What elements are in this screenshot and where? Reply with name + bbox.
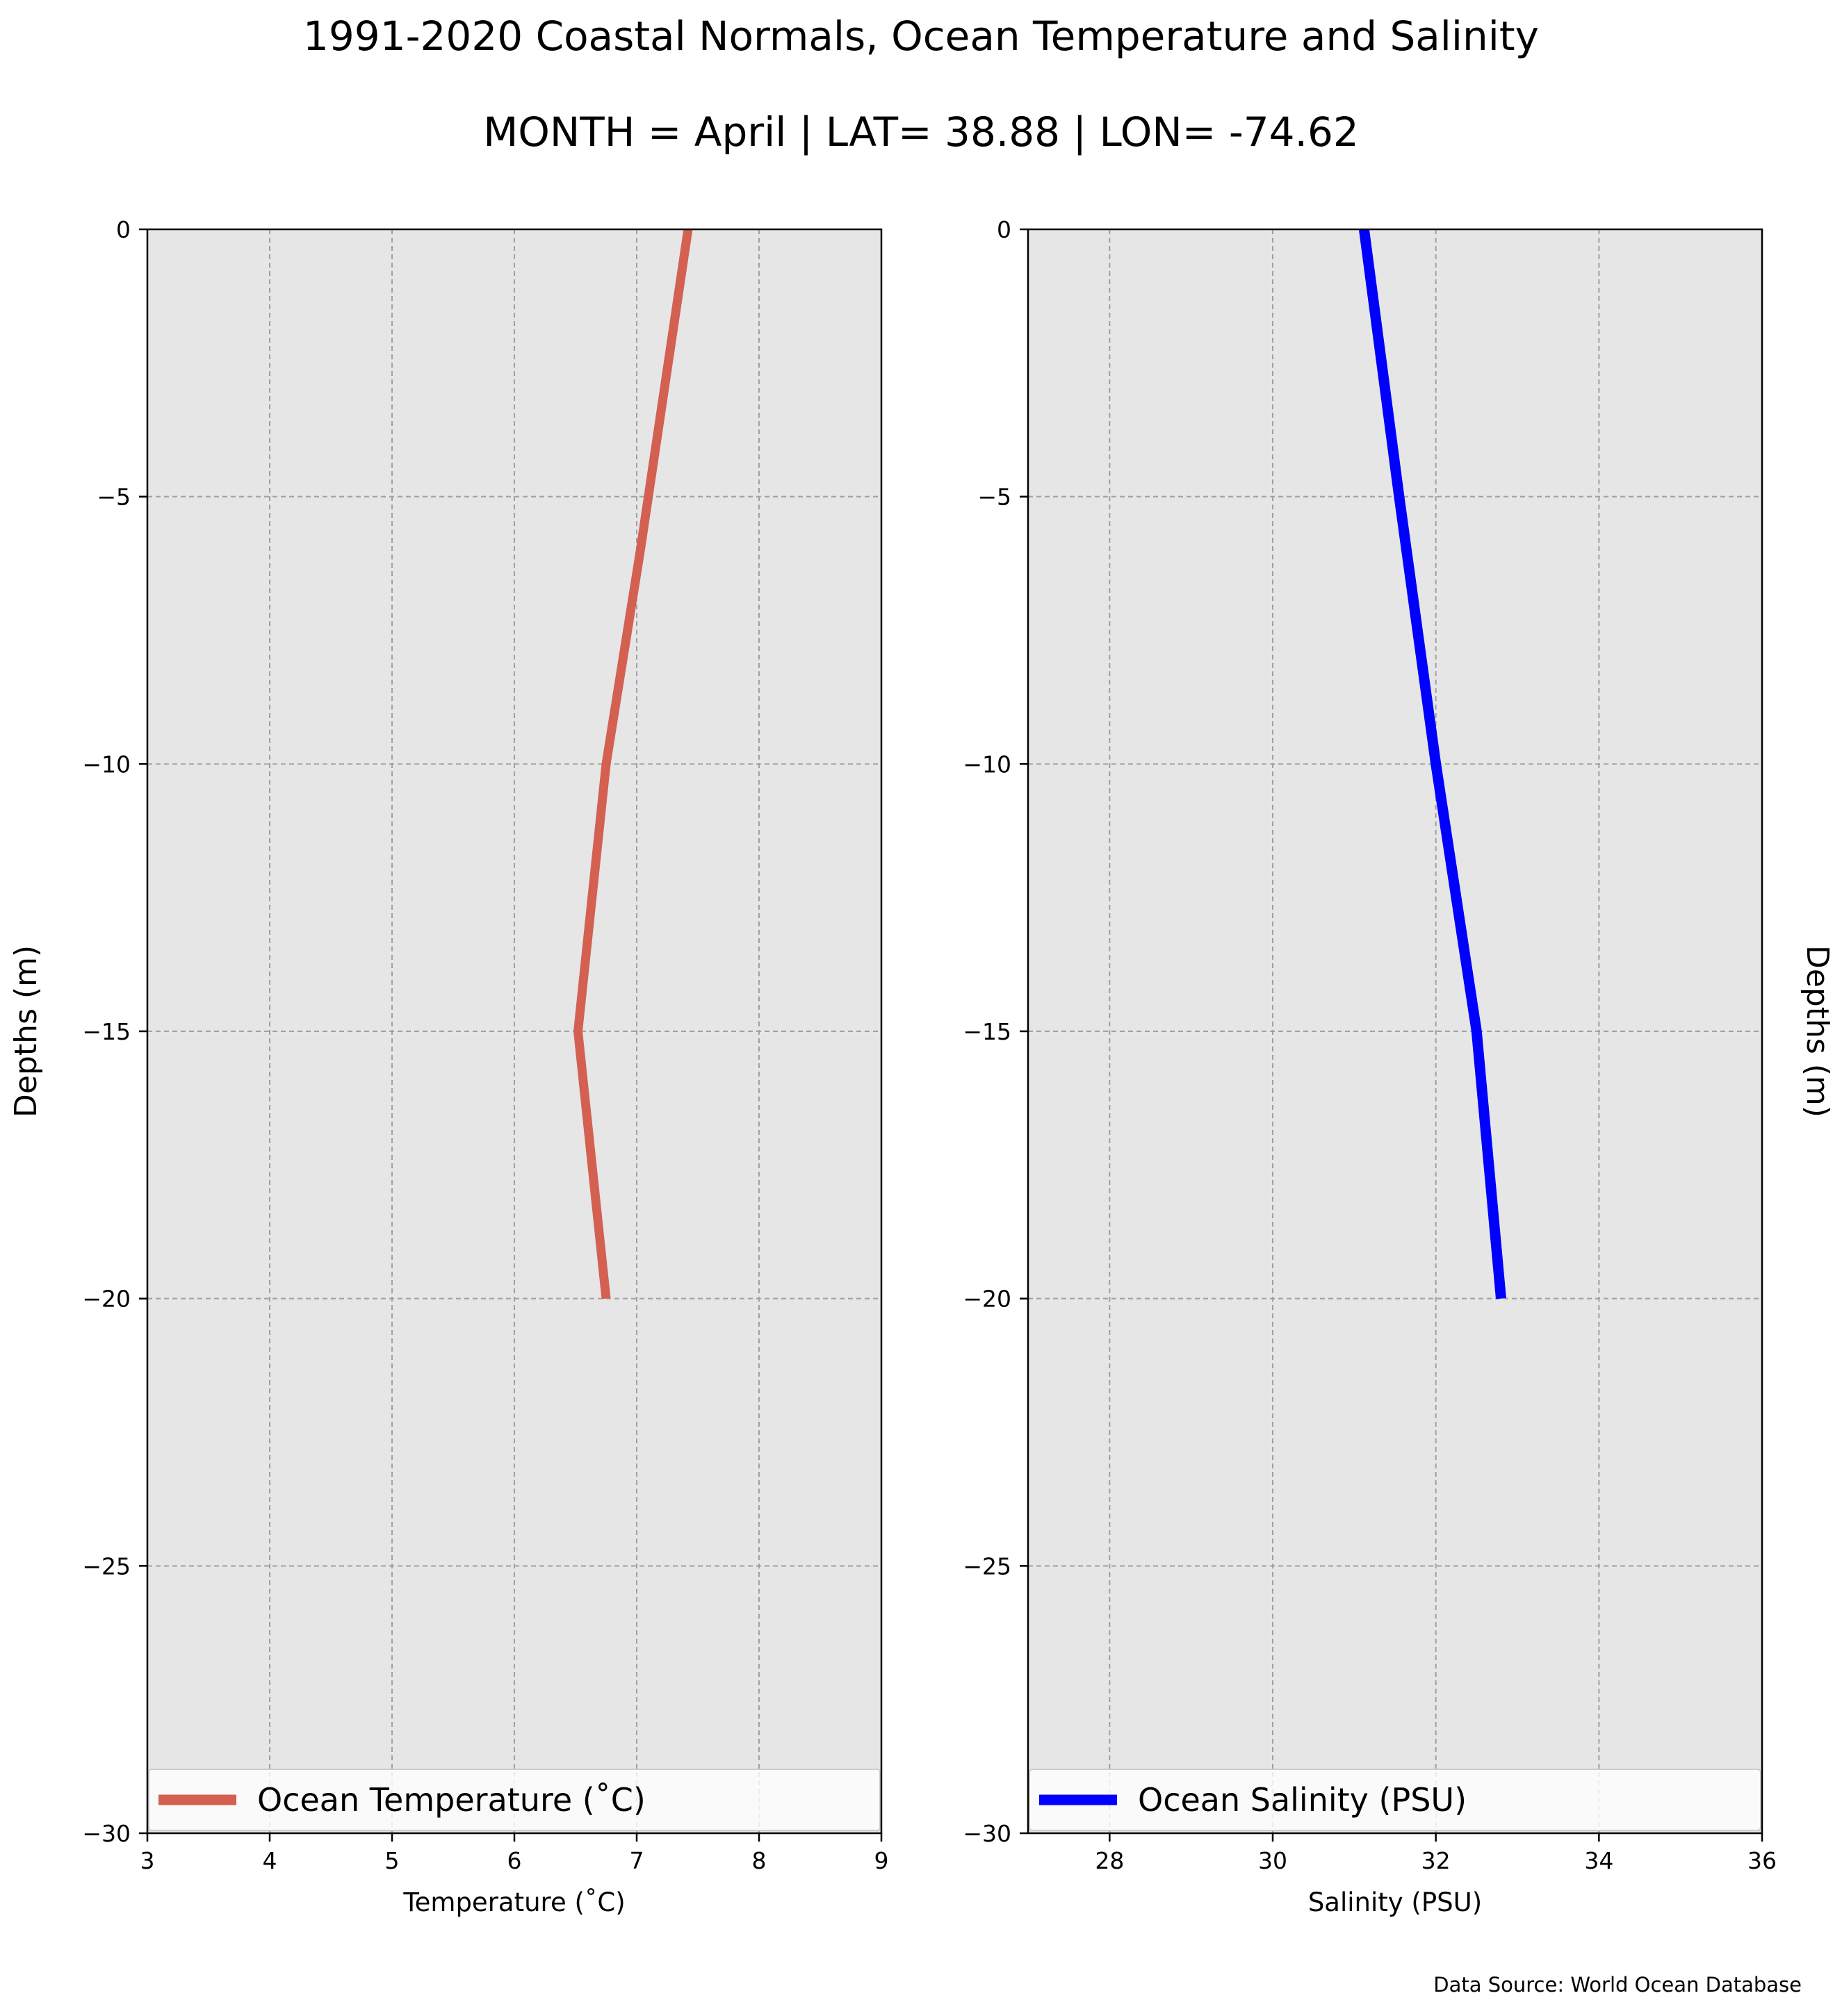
salinity-y-tick-label: −25 [963, 1552, 1011, 1580]
temperature-x-tick-label: 5 [385, 1847, 400, 1874]
temperature-legend: Ocean Temperature (˚C) [148, 1769, 881, 1831]
temperature-legend-label: Ocean Temperature (˚C) [257, 1781, 646, 1819]
salinity-x-axis-label: Salinity (PSU) [1308, 1887, 1482, 1917]
salinity-y-axis-label: Depths (m) [1800, 945, 1835, 1117]
temperature-x-axis-label: Temperature (˚C) [402, 1887, 625, 1917]
salinity-x-tick-label: 34 [1584, 1847, 1613, 1874]
salinity-y-tick-label: −5 [977, 484, 1011, 511]
temperature-x-tick-label: 7 [630, 1847, 644, 1874]
temperature-series-line [573, 229, 693, 1300]
salinity-x-tick-label: 28 [1095, 1847, 1124, 1874]
temperature-y-tick-label: −10 [82, 751, 131, 778]
salinity-legend: Ocean Salinity (PSU) [1029, 1769, 1761, 1831]
temperature-x-tick-label: 4 [263, 1847, 277, 1874]
salinity-x-tick-label: 36 [1747, 1847, 1777, 1874]
salinity-legend-label: Ocean Salinity (PSU) [1138, 1781, 1467, 1819]
temperature-x-tick-label: 8 [752, 1847, 767, 1874]
temperature-legend-box [148, 1769, 881, 1831]
salinity-y-tick-label: −15 [963, 1018, 1011, 1045]
salinity-legend-box [1029, 1769, 1761, 1831]
temperature-x-tick-label: 3 [140, 1847, 155, 1874]
salinity-y-tick-label: −10 [963, 751, 1011, 778]
temperature-y-tick-label: 0 [116, 216, 131, 243]
data-source-note: Data Source: World Ocean Database [1433, 1973, 1802, 1997]
temperature-y-tick-label: −20 [82, 1286, 131, 1313]
salinity-y-tick-label: −20 [963, 1286, 1011, 1313]
salinity-x-tick-label: 32 [1421, 1847, 1451, 1874]
salinity-series-line [1358, 229, 1506, 1300]
temperature-y-axis-label: Depths (m) [8, 945, 44, 1117]
temperature-y-tick-label: −25 [82, 1552, 131, 1580]
temperature-y-tick-label: −5 [97, 484, 131, 511]
salinity-y-tick-label: −30 [963, 1820, 1011, 1847]
temperature-x-tick-label: 9 [874, 1847, 889, 1874]
temperature-y-tick-label: −30 [82, 1820, 131, 1847]
salinity-x-tick-label: 30 [1258, 1847, 1287, 1874]
chart-subtitle: MONTH = April | LAT= 38.88 | LON= -74.62 [483, 108, 1359, 156]
temperature-x-tick-label: 6 [507, 1847, 522, 1874]
salinity-y-tick-label: 0 [997, 216, 1011, 243]
temperature-y-tick-label: −15 [82, 1018, 131, 1045]
salinity-panel: Ocean Salinity (PSU) 28 30 32 34 36 0 −5 −10 −15 −… [963, 216, 1835, 1917]
chart-title: 1991-2020 Coastal Normals, Ocean Tempera… [303, 13, 1539, 60]
temperature-panel: Ocean Temperature (˚C) 3 4 5 6 7 8 9 0 −5 −10 −15 −2… [8, 216, 889, 1917]
